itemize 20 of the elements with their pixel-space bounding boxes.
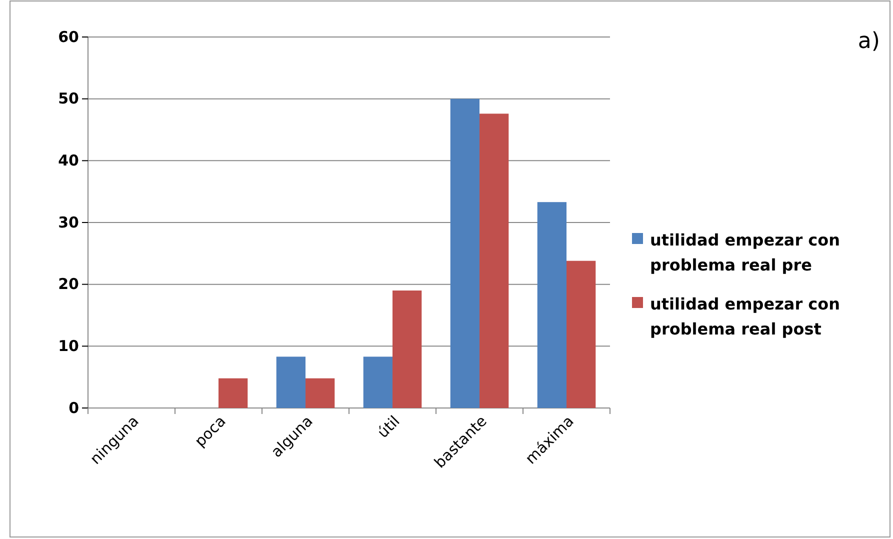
bar [480, 114, 509, 408]
y-tick-label: 30 [58, 213, 79, 232]
y-tick-label: 20 [58, 275, 79, 294]
y-tick-label: 0 [68, 398, 79, 417]
bar [537, 202, 566, 408]
bar [392, 290, 422, 408]
bar [363, 356, 392, 408]
bar [276, 356, 306, 408]
bar [306, 378, 335, 408]
bar [218, 378, 248, 408]
y-tick-label: 10 [58, 336, 79, 355]
legend-label: utilidad empezar con problema real post [650, 294, 840, 339]
legend-label: utilidad empezar con problema real pre [650, 230, 840, 275]
x-tick-label: útil [374, 412, 404, 442]
bar [450, 98, 480, 408]
y-tick-label: 50 [58, 90, 79, 108]
text: a) [858, 29, 880, 54]
y-tick-label: 60 [58, 28, 79, 46]
y-tick-label: 40 [58, 151, 79, 170]
bar [566, 260, 596, 408]
